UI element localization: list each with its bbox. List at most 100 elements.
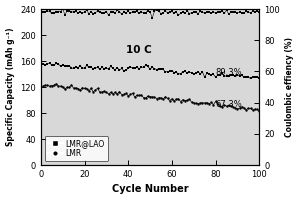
Point: [154, 97, 159, 100]
Point: [119, 93, 124, 96]
Point: [211, 103, 216, 106]
X-axis label: Cycle Number: Cycle Number: [112, 184, 188, 194]
Point: [100, 66, 104, 69]
Point: [222, 12, 227, 15]
Text: 89.3%: 89.3%: [216, 68, 242, 77]
Point: [52, 11, 56, 15]
Point: [178, 72, 183, 76]
Point: [106, 92, 111, 96]
Point: [163, 9, 168, 13]
Point: [148, 95, 152, 98]
Point: [180, 11, 185, 14]
Point: [205, 72, 209, 75]
Point: [74, 10, 78, 13]
Point: [148, 10, 152, 13]
Point: [253, 107, 257, 111]
Point: [233, 10, 238, 14]
Point: [102, 67, 106, 70]
Point: [126, 67, 130, 70]
Point: [135, 66, 140, 69]
Y-axis label: Specific Capacity (mAh g⁻¹): Specific Capacity (mAh g⁻¹): [6, 28, 15, 146]
Point: [189, 71, 194, 74]
Point: [226, 104, 231, 107]
Point: [117, 90, 122, 93]
Point: [139, 93, 144, 97]
Point: [141, 96, 146, 99]
Point: [220, 105, 224, 108]
Point: [50, 84, 54, 87]
Point: [71, 67, 76, 70]
Point: [98, 11, 102, 14]
Point: [76, 87, 80, 90]
Point: [62, 88, 67, 91]
Point: [124, 92, 128, 95]
Point: [154, 9, 159, 12]
Point: [152, 10, 157, 13]
Point: [189, 11, 194, 14]
Point: [231, 74, 236, 77]
Point: [82, 87, 87, 90]
Point: [65, 65, 70, 68]
Point: [246, 107, 251, 110]
Point: [100, 12, 104, 15]
Point: [169, 10, 174, 13]
Point: [132, 95, 137, 99]
Point: [43, 10, 48, 13]
Point: [89, 66, 94, 69]
Point: [183, 70, 188, 73]
Point: [84, 87, 89, 90]
Point: [189, 101, 194, 104]
Point: [161, 68, 166, 71]
Point: [113, 68, 118, 71]
Point: [148, 68, 152, 71]
Point: [58, 10, 63, 13]
Point: [244, 10, 249, 13]
Point: [194, 11, 198, 14]
Point: [196, 12, 200, 15]
Point: [146, 65, 150, 68]
Point: [194, 102, 198, 105]
Point: [86, 89, 91, 92]
Point: [163, 95, 168, 98]
Point: [126, 94, 130, 97]
Point: [91, 67, 96, 71]
Point: [253, 75, 257, 78]
Point: [235, 107, 240, 111]
Point: [167, 10, 172, 13]
Point: [248, 107, 253, 110]
Point: [86, 66, 91, 69]
Point: [180, 70, 185, 73]
Point: [95, 66, 100, 69]
Point: [130, 66, 135, 69]
Point: [80, 66, 85, 69]
Point: [156, 67, 161, 70]
Point: [119, 67, 124, 70]
Point: [146, 95, 150, 98]
Point: [56, 63, 61, 66]
Point: [242, 76, 246, 79]
Point: [122, 10, 126, 14]
Point: [253, 10, 257, 13]
Point: [60, 7, 65, 10]
Point: [113, 91, 118, 94]
Point: [198, 101, 203, 105]
Point: [229, 11, 233, 14]
Point: [205, 10, 209, 13]
Point: [141, 65, 146, 69]
Point: [117, 69, 122, 72]
Point: [187, 98, 192, 101]
Point: [244, 75, 249, 78]
Point: [45, 84, 50, 87]
Point: [159, 96, 164, 100]
Point: [242, 11, 246, 14]
Point: [128, 11, 133, 15]
Point: [242, 106, 246, 109]
Point: [213, 11, 218, 14]
Point: [255, 10, 260, 13]
Point: [104, 10, 109, 13]
Point: [95, 10, 100, 13]
Point: [224, 9, 229, 12]
Point: [40, 62, 45, 65]
Point: [209, 11, 214, 14]
Point: [248, 77, 253, 80]
